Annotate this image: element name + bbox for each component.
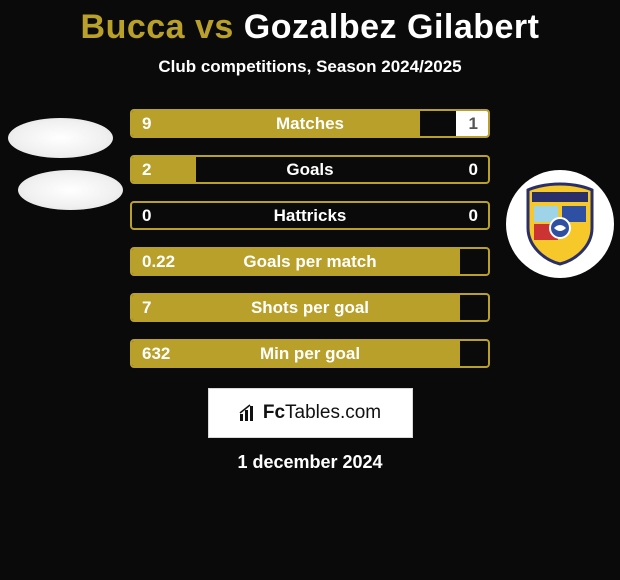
fctables-badge[interactable]: FcTables.com — [208, 388, 413, 438]
vs-separator: vs — [185, 8, 244, 46]
stat-value-right: 0 — [469, 203, 478, 228]
stat-row: 7Shots per goal — [130, 293, 490, 322]
player-left-name: Bucca — [81, 8, 186, 46]
stat-fill-left — [132, 157, 196, 182]
subtitle: Club competitions, Season 2024/2025 — [0, 57, 620, 77]
stat-row: 20Goals — [130, 155, 490, 184]
left-club-crest-placeholder-2 — [18, 170, 123, 210]
stat-row: 0.22Goals per match — [130, 247, 490, 276]
stat-bars: 91Matches20Goals00Hattricks0.22Goals per… — [130, 109, 490, 368]
stat-fill-left — [132, 295, 460, 320]
stat-label: Hattricks — [132, 203, 488, 228]
shield-icon — [524, 182, 596, 266]
left-club-crest-placeholder-1 — [8, 118, 113, 158]
stat-value-left: 0 — [142, 203, 151, 228]
stat-fill-right — [456, 111, 488, 136]
bar-chart-icon — [239, 404, 257, 422]
stat-fill-left — [132, 341, 460, 366]
fctables-text: FcTables.com — [263, 402, 381, 424]
comparison-title: Bucca vs Gozalbez Gilabert — [0, 0, 620, 47]
stat-fill-left — [132, 111, 420, 136]
stat-row: 0 0Hattricks — [130, 201, 490, 230]
stat-row: 91Matches — [130, 109, 490, 138]
stat-row: 632Min per goal — [130, 339, 490, 368]
stat-fill-left — [132, 249, 460, 274]
snapshot-date: 1 december 2024 — [0, 452, 620, 473]
right-club-crest — [506, 170, 614, 278]
player-right-name: Gozalbez Gilabert — [244, 8, 540, 46]
stat-value-right: 0 — [469, 157, 478, 182]
